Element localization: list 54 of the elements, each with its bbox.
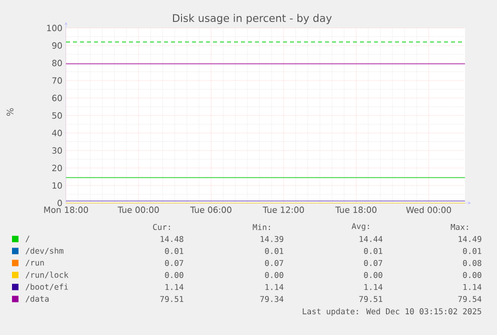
text: 1.14	[364, 284, 382, 290]
text: Last update: Wed Dec 10 03:15:02 2025	[302, 308, 482, 316]
text: 14.39	[260, 236, 284, 242]
y-tick-label: 100	[47, 24, 62, 32]
y-axis-title: %	[6, 108, 14, 116]
y-tick-label: 70	[52, 77, 62, 84]
x-tick-label: Tue 18:00	[335, 206, 376, 213]
text: Max:	[450, 224, 468, 230]
text: 79.51	[359, 296, 382, 302]
text: 0.07	[165, 260, 184, 266]
y-tick-label: 50	[52, 112, 62, 119]
text: 0.01	[463, 248, 482, 254]
legend-label: /dev/shm	[26, 248, 64, 254]
legend-label: /	[26, 236, 30, 242]
x-tick-label: Wed 00:00	[406, 206, 452, 214]
text: Avg:	[352, 223, 369, 231]
text: 0.00	[265, 272, 284, 278]
text: 14.44	[360, 236, 382, 242]
text: 79.51	[160, 296, 184, 302]
legend-label: /run	[26, 260, 44, 266]
y-tick-label: 30	[52, 147, 62, 154]
text: 14.48	[160, 236, 184, 242]
text: 0.08	[463, 260, 482, 266]
y-tick-label: 60	[52, 94, 62, 102]
y-tick-label: 40	[52, 130, 62, 136]
text: 0.01	[265, 248, 284, 254]
text: 79.34	[260, 296, 284, 302]
y-tick-label: 90	[52, 42, 62, 49]
y-tick-label: 20	[52, 164, 62, 172]
text: 79.54	[458, 296, 482, 302]
text: 14.49	[458, 236, 482, 242]
x-tick-label: Mon 18:00	[44, 206, 88, 213]
text: Cur:	[153, 224, 170, 230]
text: 0.01	[364, 248, 382, 254]
legend-label: /boot/efi	[26, 284, 68, 290]
text: 0.00	[463, 272, 482, 278]
text: 1.14	[463, 284, 482, 290]
text: 0.00	[364, 272, 382, 278]
y-tick-label: 80	[52, 60, 62, 66]
y-tick-label: 10	[52, 182, 62, 189]
text: 1.14	[265, 284, 284, 290]
text: 0.00	[165, 272, 184, 278]
x-tick-label: Tue 12:00	[262, 206, 304, 213]
x-tick-label: Tue 00:00	[118, 206, 159, 213]
text: Min:	[252, 224, 270, 230]
legend-label: /run/lock	[26, 272, 68, 278]
text: 0.07	[265, 260, 284, 266]
legend-label: /data	[26, 296, 49, 302]
text: 0.07	[364, 260, 382, 266]
chart-title: Disk usage in percent - by day	[173, 14, 332, 24]
text: 1.14	[165, 284, 184, 290]
text: 0.01	[165, 248, 184, 254]
x-tick-label: Tue 06:00	[190, 206, 232, 213]
y-tick-label: 0	[58, 200, 62, 206]
